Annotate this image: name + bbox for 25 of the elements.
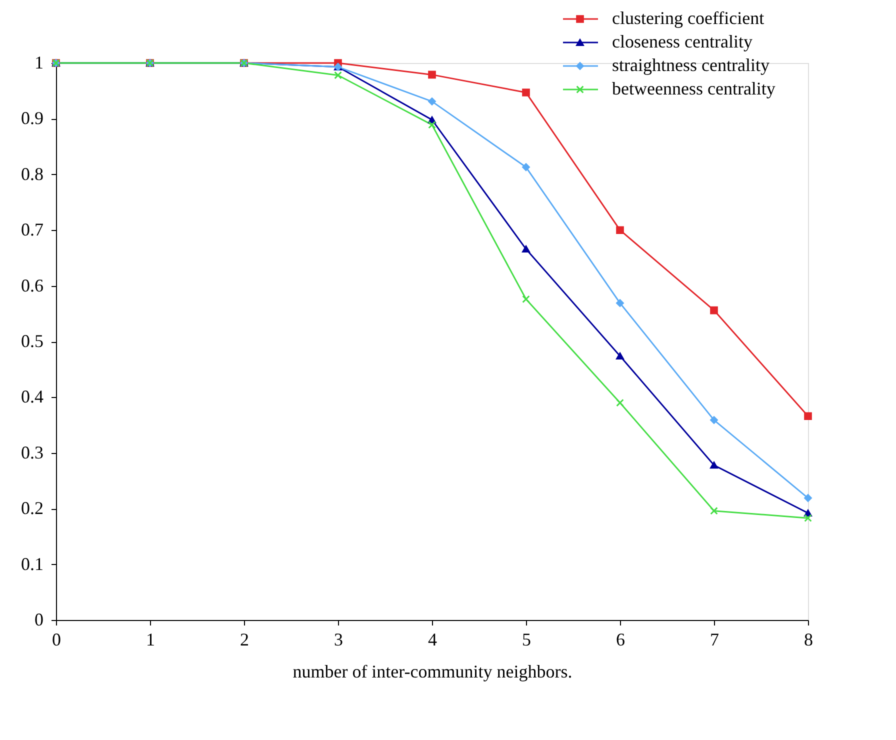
legend-label: straightness centrality <box>612 55 770 75</box>
x-tick-label: 1 <box>146 630 155 650</box>
y-tick-label: 0.7 <box>21 220 44 240</box>
x-tick-label: 3 <box>334 630 343 650</box>
y-tick-label: 0.5 <box>21 331 44 351</box>
x-tick-label: 0 <box>52 630 61 650</box>
y-tick-label: 0.1 <box>21 554 44 574</box>
legend-label: closeness centrality <box>612 32 752 52</box>
y-tick-label: 0.4 <box>21 386 44 407</box>
x-tick-label: 6 <box>616 630 625 650</box>
y-tick-label: 0.3 <box>21 442 44 462</box>
legend-label: betweenness centrality <box>612 78 776 98</box>
y-tick-label: 0 <box>34 610 44 630</box>
x-tick-label: 8 <box>804 630 813 650</box>
x-tick-label: 4 <box>428 630 437 650</box>
x-axis-title: number of inter-community neighbors. <box>292 662 572 682</box>
y-tick-label: 0.8 <box>21 164 44 184</box>
y-tick-label: 0.2 <box>21 498 44 518</box>
legend-label: clustering coefficient <box>612 8 764 28</box>
x-tick-label: 2 <box>240 630 249 650</box>
x-tick-label: 7 <box>710 630 719 650</box>
y-tick-label: 1 <box>34 52 44 72</box>
y-tick-label: 0.9 <box>21 108 44 128</box>
x-tick-label: 5 <box>522 630 531 650</box>
y-tick-label: 0.6 <box>21 275 44 296</box>
